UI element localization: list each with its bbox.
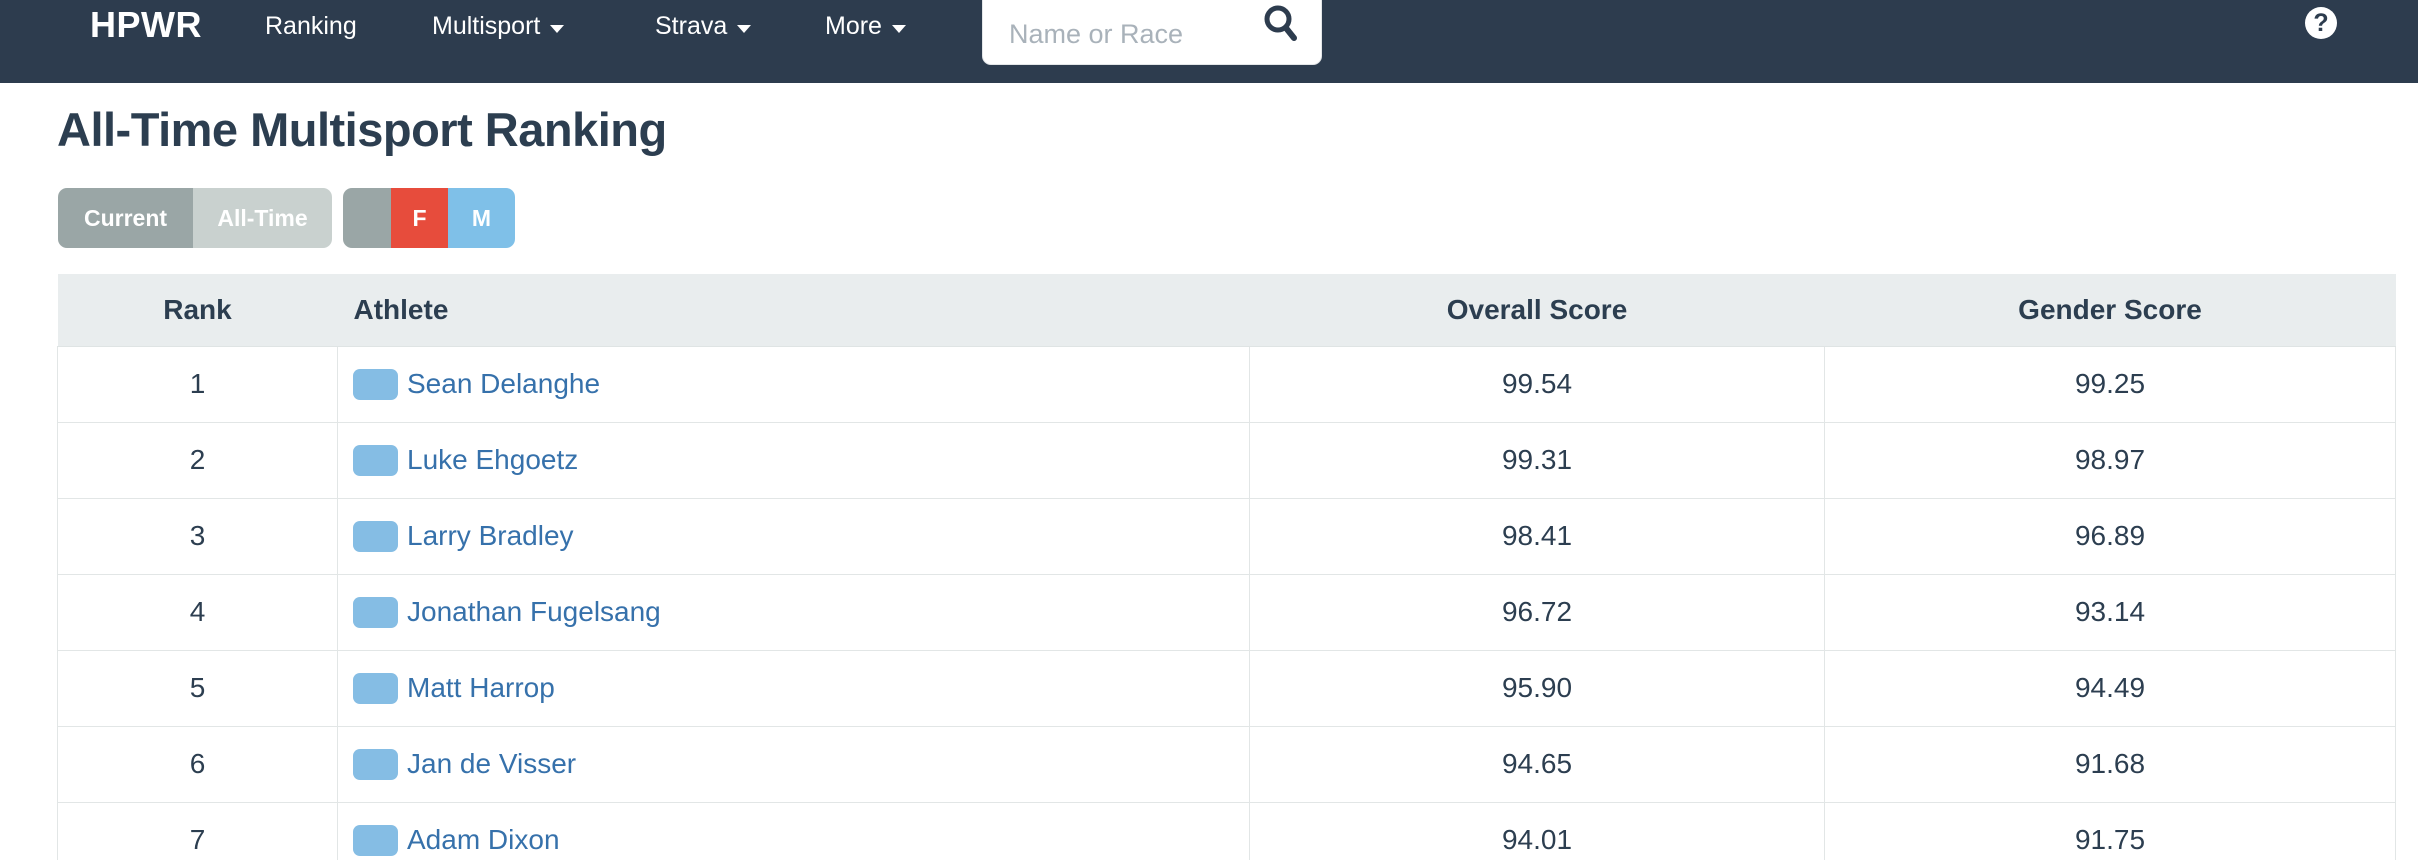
gender-toggle-group: F M <box>343 188 515 248</box>
overall-score-cell: 96.72 <box>1249 574 1825 651</box>
table-row: 5 Matt Harrop 95.90 94.49 <box>57 650 2396 727</box>
flag-icon <box>353 672 398 704</box>
overall-score-cell: 95.90 <box>1249 650 1825 727</box>
page-title: All-Time Multisport Ranking <box>57 103 667 156</box>
rank-cell: 2 <box>57 422 338 499</box>
rank-cell: 5 <box>57 650 338 727</box>
ranking-table: Rank Athlete Overall Score Gender Score … <box>57 274 2396 860</box>
gender-score-cell: 96.89 <box>1824 498 2396 575</box>
athlete-link[interactable]: Sean Delanghe <box>407 368 601 399</box>
nav-item-more[interactable]: More <box>825 12 906 41</box>
column-header-overall-score: Overall Score <box>1249 274 1825 347</box>
gender-score-cell: 98.97 <box>1824 422 2396 499</box>
filter-toolbar: Current All-Time F M <box>58 188 515 248</box>
gender-score-cell: 99.25 <box>1824 346 2396 423</box>
gender-score-cell: 93.14 <box>1824 574 2396 651</box>
rank-cell: 7 <box>57 802 338 860</box>
search-box <box>982 0 1322 65</box>
search-icon[interactable] <box>1263 4 1297 42</box>
table-row: 3 Larry Bradley 98.41 96.89 <box>57 498 2396 575</box>
gender-blank-toggle-button[interactable] <box>343 188 391 248</box>
nav-item-multisport-label: Multisport <box>432 12 541 40</box>
table-row: 2 Luke Ehgoetz 99.31 98.97 <box>57 422 2396 499</box>
caret-down-icon <box>891 24 906 33</box>
table-row: 6 Jan de Visser 94.65 91.68 <box>57 726 2396 803</box>
rank-cell: 3 <box>57 498 338 575</box>
flag-icon <box>353 520 398 552</box>
navbar: HPWR Ranking Multisport Strava More ? <box>0 0 2418 83</box>
caret-down-icon <box>550 24 565 33</box>
nav-item-ranking-label: Ranking <box>265 12 357 40</box>
caret-down-icon <box>737 24 752 33</box>
athlete-cell: Jan de Visser <box>337 726 1250 803</box>
athlete-cell: Jonathan Fugelsang <box>337 574 1250 651</box>
flag-icon <box>353 824 398 856</box>
table-header-row: Rank Athlete Overall Score Gender Score <box>57 274 2396 347</box>
athlete-link[interactable]: Jonathan Fugelsang <box>407 596 661 627</box>
athlete-cell: Luke Ehgoetz <box>337 422 1250 499</box>
athlete-link[interactable]: Adam Dixon <box>407 824 560 855</box>
flag-icon <box>353 368 398 400</box>
period-toggle-group: Current All-Time <box>58 188 332 248</box>
male-toggle-button[interactable]: M <box>448 188 515 248</box>
overall-score-cell: 98.41 <box>1249 498 1825 575</box>
column-header-athlete: Athlete <box>337 274 1250 347</box>
athlete-link[interactable]: Larry Bradley <box>407 520 574 551</box>
column-header-gender-score: Gender Score <box>1824 274 2396 347</box>
rank-cell: 6 <box>57 726 338 803</box>
rank-cell: 4 <box>57 574 338 651</box>
overall-score-cell: 99.31 <box>1249 422 1825 499</box>
nav-item-strava-label: Strava <box>655 12 728 40</box>
athlete-cell: Larry Bradley <box>337 498 1250 575</box>
brand-logo[interactable]: HPWR <box>90 4 202 45</box>
table-row: 4 Jonathan Fugelsang 96.72 93.14 <box>57 574 2396 651</box>
athlete-cell: Matt Harrop <box>337 650 1250 727</box>
nav-item-multisport[interactable]: Multisport <box>432 12 565 41</box>
overall-score-cell: 94.01 <box>1249 802 1825 860</box>
flag-icon <box>353 444 398 476</box>
flag-icon <box>353 596 398 628</box>
overall-score-cell: 99.54 <box>1249 346 1825 423</box>
nav-item-ranking[interactable]: Ranking <box>265 12 357 41</box>
gender-score-cell: 91.68 <box>1824 726 2396 803</box>
rank-cell: 1 <box>57 346 338 423</box>
athlete-link[interactable]: Matt Harrop <box>407 672 555 703</box>
table-row: 7 Adam Dixon 94.01 91.75 <box>57 802 2396 860</box>
female-toggle-button[interactable]: F <box>391 188 448 248</box>
nav-item-strava[interactable]: Strava <box>655 12 752 41</box>
gender-score-cell: 91.75 <box>1824 802 2396 860</box>
search-input[interactable] <box>1009 4 1259 64</box>
gender-score-cell: 94.49 <box>1824 650 2396 727</box>
athlete-cell: Adam Dixon <box>337 802 1250 860</box>
flag-icon <box>353 748 398 780</box>
athlete-link[interactable]: Jan de Visser <box>407 748 577 779</box>
all-time-toggle-button[interactable]: All-Time <box>193 188 332 248</box>
table-body: 1 Sean Delanghe 99.54 99.25 2 Luke Ehgoe… <box>57 346 2396 860</box>
help-icon[interactable]: ? <box>2305 7 2337 39</box>
athlete-link[interactable]: Luke Ehgoetz <box>407 444 579 475</box>
current-toggle-button[interactable]: Current <box>58 188 193 248</box>
table-row: 1 Sean Delanghe 99.54 99.25 <box>57 346 2396 423</box>
overall-score-cell: 94.65 <box>1249 726 1825 803</box>
nav-item-more-label: More <box>825 12 882 40</box>
column-header-rank: Rank <box>57 274 338 347</box>
athlete-cell: Sean Delanghe <box>337 346 1250 423</box>
